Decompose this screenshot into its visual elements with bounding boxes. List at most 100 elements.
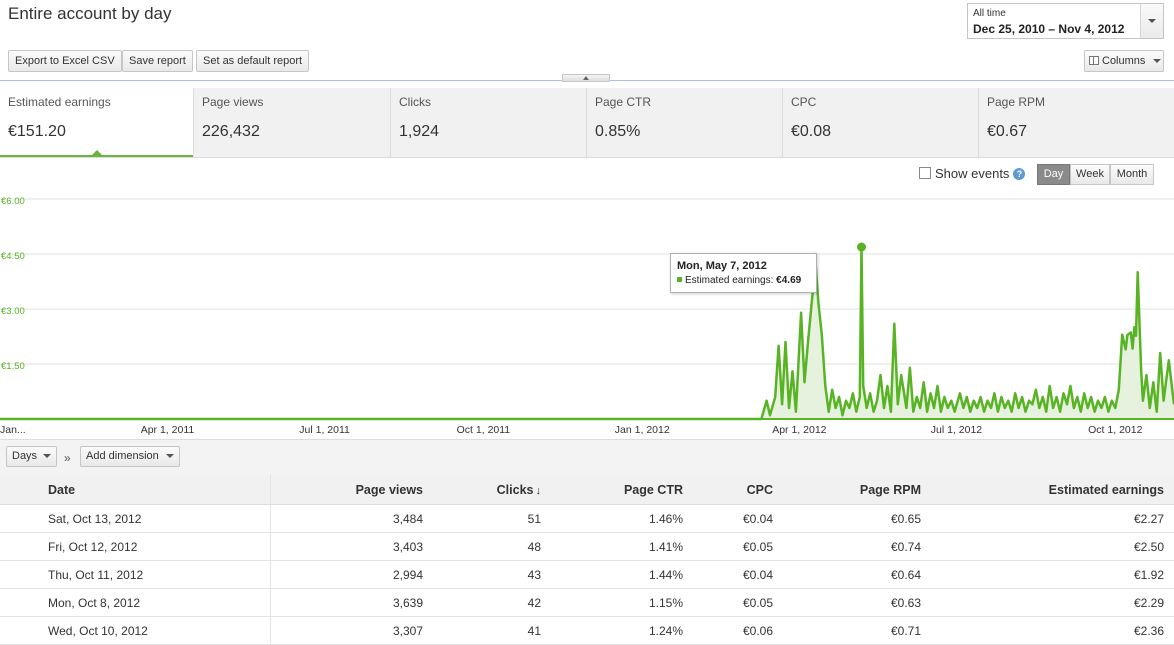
show-events-toggle[interactable]: Show events? xyxy=(919,166,1026,181)
cell-page-ctr: 1.15% xyxy=(541,588,683,617)
x-tick-label: Jul 1, 2012 xyxy=(931,424,983,436)
scorecard-bar: Estimated earnings €151.20 Page views 22… xyxy=(0,88,1174,158)
cell-estimated-earnings: €2.29 xyxy=(921,588,1174,617)
column-header-page-ctr[interactable]: Page CTR xyxy=(541,475,683,505)
cell-cpc: €0.04 xyxy=(683,560,773,589)
cell-page-rpm: €0.64 xyxy=(773,560,921,589)
scorecard-page-ctr[interactable]: Page CTR 0.85% xyxy=(587,88,783,157)
add-dimension-button[interactable]: Add dimension xyxy=(80,446,180,467)
chevron-down-icon xyxy=(1148,19,1156,23)
help-icon[interactable]: ? xyxy=(1013,168,1026,180)
cell-date: Wed, Oct 10, 2012 xyxy=(0,616,271,645)
scorecard-label: Page RPM xyxy=(987,95,1046,109)
table-header-row: Date Page views Clicks ↓ Page CTR CPC Pag… xyxy=(0,475,1174,505)
cell-date: Thu, Oct 11, 2012 xyxy=(0,560,271,589)
scorecard-value: €151.20 xyxy=(8,123,66,140)
cell-page-views: 3,484 xyxy=(270,504,423,533)
granularity-day-button[interactable]: Day xyxy=(1037,164,1070,185)
x-tick-label: Apr 1, 2012 xyxy=(772,424,826,436)
cell-clicks: 51 xyxy=(423,504,541,533)
save-report-button[interactable]: Save report xyxy=(122,50,193,72)
tooltip-date: Mon, May 7, 2012 xyxy=(677,260,767,272)
cell-date: Mon, Oct 8, 2012 xyxy=(0,588,271,617)
cell-clicks: 48 xyxy=(423,532,541,561)
columns-button[interactable]: Columns xyxy=(1084,50,1164,72)
scorecard-label: CPC xyxy=(791,95,817,109)
chevron-up-icon xyxy=(583,76,589,80)
cell-page-views: 3,639 xyxy=(270,588,423,617)
cell-page-views: 2,994 xyxy=(270,560,423,589)
tooltip-value: €4.69 xyxy=(776,275,802,286)
add-dimension-label: Add dimension xyxy=(86,450,159,462)
cell-page-rpm: €0.65 xyxy=(773,504,921,533)
chart-tooltip: Mon, May 7, 2012 Estimated earnings: €4.… xyxy=(670,253,817,293)
column-header-page-rpm[interactable]: Page RPM xyxy=(773,475,921,505)
earnings-chart: €6.00 €4.50 €3.00 €1.50 Jan... Apr 1, 2011 Jul… xyxy=(0,196,1174,436)
export-csv-button[interactable]: Export to Excel CSV xyxy=(8,50,122,72)
date-range-dropdown-button[interactable] xyxy=(1140,4,1163,38)
scorecard-value: 0.85% xyxy=(595,123,641,140)
sort-arrow-icon: ↓ xyxy=(535,484,542,497)
x-tick-label: Oct 1, 2012 xyxy=(1088,424,1142,436)
cell-clicks: 43 xyxy=(423,560,541,589)
scorecard-value: €0.08 xyxy=(791,123,832,140)
scorecard-value: 1,924 xyxy=(399,123,440,140)
cell-estimated-earnings: €2.36 xyxy=(921,616,1174,645)
cell-page-views: 3,403 xyxy=(270,532,423,561)
x-tick-label: Apr 1, 2011 xyxy=(141,424,195,436)
scorecard-label: Clicks xyxy=(399,95,431,109)
column-header-clicks-label: Clicks xyxy=(496,482,534,497)
column-header-date[interactable]: Date xyxy=(0,475,271,505)
column-header-cpc[interactable]: CPC xyxy=(683,475,773,505)
date-range-label: All time xyxy=(973,8,1006,19)
show-events-checkbox[interactable] xyxy=(919,167,931,179)
cell-page-ctr: 1.44% xyxy=(541,560,683,589)
cell-page-rpm: €0.71 xyxy=(773,616,921,645)
cell-date: Fri, Oct 12, 2012 xyxy=(0,532,271,561)
scorecard-clicks[interactable]: Clicks 1,924 xyxy=(391,88,587,157)
table-row: Mon, Oct 8, 2012 3,639 42 1.15% €0.05 €0.63 €2… xyxy=(0,588,1174,617)
breadcrumb-separator: » xyxy=(64,451,71,465)
column-header-clicks[interactable]: Clicks ↓ xyxy=(423,475,541,505)
cell-estimated-earnings: €2.27 xyxy=(921,504,1174,533)
x-tick-label: Jan 1, 2012 xyxy=(615,424,670,436)
y-tick-label: €3.00 xyxy=(1,306,25,317)
column-header-estimated-earnings[interactable]: Estimated earnings xyxy=(921,475,1174,505)
collapse-toggle[interactable] xyxy=(562,74,610,82)
cell-clicks: 41 xyxy=(423,616,541,645)
granularity-week-button[interactable]: Week xyxy=(1070,164,1110,185)
y-tick-label: €1.50 xyxy=(1,361,25,372)
scorecard-label: Page CTR xyxy=(595,95,652,109)
cell-page-ctr: 1.41% xyxy=(541,532,683,561)
active-indicator xyxy=(0,155,193,157)
highlighted-point xyxy=(857,242,867,252)
set-default-report-button[interactable]: Set as default report xyxy=(196,50,310,72)
cell-estimated-earnings: €1.92 xyxy=(921,560,1174,589)
scorecard-value: €0.67 xyxy=(987,123,1028,140)
scorecard-cpc[interactable]: CPC €0.08 xyxy=(783,88,979,157)
cell-page-views: 3,307 xyxy=(270,616,423,645)
date-range-picker[interactable]: All time Dec 25, 2010 – Nov 4, 2012 xyxy=(967,3,1164,39)
show-events-label: Show events xyxy=(935,166,1010,181)
scorecard-label: Page views xyxy=(202,95,264,109)
cell-page-ctr: 1.46% xyxy=(541,504,683,533)
scorecard-page-views[interactable]: Page views 226,432 xyxy=(194,88,391,157)
days-label: Days xyxy=(12,450,38,462)
granularity-month-button[interactable]: Month xyxy=(1110,164,1154,185)
scorecard-page-rpm[interactable]: Page RPM €0.67 xyxy=(979,88,1174,157)
cell-clicks: 42 xyxy=(423,588,541,617)
table-toolbar xyxy=(0,439,1174,475)
scorecard-value: 226,432 xyxy=(202,123,260,140)
table-row: Fri, Oct 12, 2012 3,403 48 1.41% €0.05 €0.74 €… xyxy=(0,532,1174,561)
days-dropdown[interactable]: Days xyxy=(6,446,58,467)
chevron-down-icon xyxy=(43,454,52,458)
scorecard-estimated-earnings[interactable]: Estimated earnings €151.20 xyxy=(0,88,194,157)
cell-page-rpm: €0.63 xyxy=(773,588,921,617)
active-indicator-notch xyxy=(92,150,102,155)
column-header-page-views[interactable]: Page views xyxy=(270,475,423,505)
cell-cpc: €0.04 xyxy=(683,504,773,533)
chevron-down-icon xyxy=(165,454,174,458)
scorecard-label: Estimated earnings xyxy=(8,95,111,109)
cell-date: Sat, Oct 13, 2012 xyxy=(0,504,271,533)
x-tick-label: Oct 1, 2011 xyxy=(457,424,511,436)
